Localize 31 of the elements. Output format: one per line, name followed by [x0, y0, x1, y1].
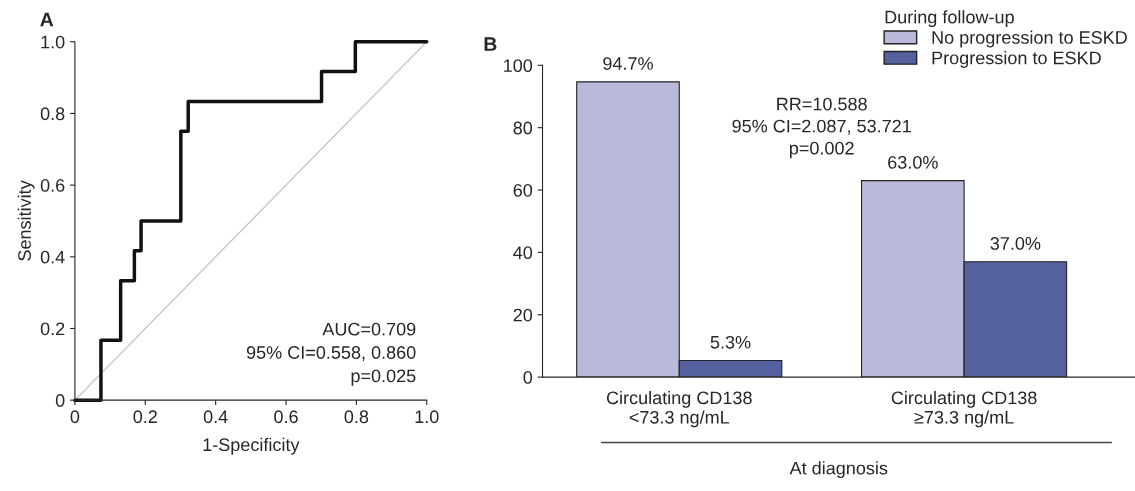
y-tick-label: 40	[513, 246, 533, 260]
legend-title: During follow-up	[885, 10, 1014, 27]
y-tick-label: 0.2	[40, 322, 65, 336]
y-tick-label: 60	[513, 183, 533, 197]
x-tick-label: 1.0	[415, 410, 439, 424]
x-tick-label: 0.2	[133, 410, 157, 424]
y-tick-label: 1.0	[41, 35, 65, 49]
x-tick-label: 0.4	[203, 410, 228, 424]
x-tick-label: 0.8	[344, 410, 369, 424]
x-axis-title: 1-Specificity	[203, 437, 300, 455]
data-label: 37.0%	[990, 237, 1041, 250]
legend-label: No progression to ESKD	[932, 30, 1127, 48]
annotation: AUC=0.709 95% CI=0.558, 0.860 p=0.025	[246, 322, 416, 386]
data-label: 5.3%	[710, 335, 751, 349]
y-tick-label: 0	[523, 371, 533, 384]
y-tick-label: 20	[513, 308, 533, 322]
y-tick-label: 100	[504, 59, 533, 73]
x-axis-title: At diagnosis	[789, 461, 888, 479]
x-tick-label: Circulating CD138 ≥73.3 ng/mL	[891, 390, 1037, 428]
y-tick-label: 0.6	[40, 179, 65, 192]
x-tick-label: 0	[70, 410, 80, 424]
legend-label: Progression to ESKD	[932, 51, 1101, 68]
y-tick-label: 80	[513, 121, 533, 135]
x-tick-label: 0.6	[274, 410, 298, 424]
chart-title: B	[484, 37, 497, 51]
y-tick-label: 0.4	[40, 250, 65, 264]
x-tick-label: Circulating CD138 <73.3 ng/mL	[606, 390, 752, 428]
y-axis-title: Sensitivity	[17, 180, 35, 261]
y-tick-label: 0.8	[40, 107, 65, 121]
data-label: 94.7%	[603, 57, 653, 70]
chart-title: A	[40, 12, 54, 27]
